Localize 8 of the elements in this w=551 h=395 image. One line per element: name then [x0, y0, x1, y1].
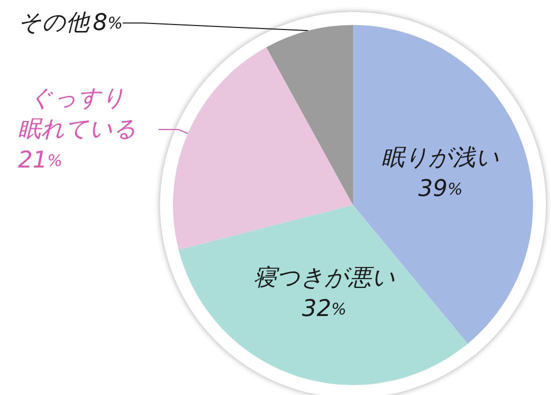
slice-label: 寝つきが悪い: [253, 264, 396, 291]
data-label: 32%: [302, 296, 346, 322]
slice-label: 眠りが浅い: [382, 144, 500, 171]
slice-label: ぐっすり眠れている: [18, 86, 137, 143]
data-label: 39%: [418, 176, 463, 202]
data-label: 21%: [18, 148, 62, 174]
data-label: 8%: [92, 10, 123, 36]
slice-label: その他: [18, 10, 91, 36]
